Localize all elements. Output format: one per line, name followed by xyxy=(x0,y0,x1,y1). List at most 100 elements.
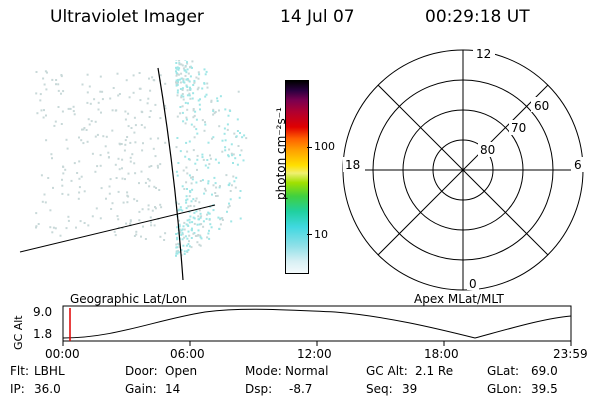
aurora-emission-dot xyxy=(199,236,202,239)
aurora-emission-dot xyxy=(178,62,181,65)
faint-emission-dot xyxy=(65,138,68,141)
faint-emission-dot xyxy=(102,135,105,138)
faint-emission-dot xyxy=(60,92,62,95)
aurora-emission-dot xyxy=(241,136,244,139)
aurora-emission-dot xyxy=(186,89,189,92)
aurora-emission-dot xyxy=(194,162,197,165)
aurora-emission-dot xyxy=(178,230,181,233)
aurora-emission-dot xyxy=(199,108,201,111)
aurora-emission-dot xyxy=(230,184,233,187)
aurora-emission-dot xyxy=(188,174,191,177)
faint-emission-dot xyxy=(64,168,67,171)
aurora-emission-dot xyxy=(195,181,198,184)
faint-emission-dot xyxy=(117,190,120,193)
aurora-emission-dot xyxy=(192,84,195,86)
aurora-emission-dot xyxy=(183,188,186,190)
aurora-emission-dot xyxy=(196,154,199,157)
aurora-emission-dot xyxy=(179,81,182,84)
faint-emission-dot xyxy=(127,112,130,115)
aurora-emission-dot xyxy=(196,168,198,171)
faint-emission-dot xyxy=(105,135,108,138)
footer-seq-value: 39 xyxy=(402,382,418,396)
faint-emission-dot xyxy=(39,93,42,96)
faint-emission-dot xyxy=(78,136,80,139)
aurora-emission-dot xyxy=(182,67,185,70)
aurora-emission-dot xyxy=(218,109,220,112)
faint-emission-dot xyxy=(131,153,134,156)
polar-label-lat-80: 80 xyxy=(480,143,495,157)
faint-emission-dot xyxy=(86,140,89,143)
aurora-emission-dot xyxy=(179,228,181,231)
aurora-emission-dot xyxy=(184,65,187,68)
faint-emission-dot xyxy=(88,123,91,126)
aurora-emission-dot xyxy=(176,81,179,83)
aurora-emission-dot xyxy=(187,79,190,82)
faint-emission-dot xyxy=(67,193,70,196)
faint-emission-dot xyxy=(111,109,114,112)
aurora-emission-dot xyxy=(214,158,217,161)
faint-emission-dot xyxy=(62,172,65,175)
aurora-emission-dot xyxy=(219,217,222,220)
aurora-emission-dot xyxy=(210,99,213,102)
aurora-emission-dot xyxy=(184,101,187,104)
faint-emission-dot xyxy=(62,90,65,93)
faint-emission-dot xyxy=(83,127,86,129)
aurora-emission-dot xyxy=(242,159,245,162)
faint-emission-dot xyxy=(100,187,103,190)
aurora-emission-dot xyxy=(193,222,196,225)
aurora-emission-dot xyxy=(178,223,181,226)
aurora-emission-dot xyxy=(183,236,186,239)
faint-emission-dot xyxy=(129,160,132,163)
aurora-emission-dot xyxy=(183,250,186,253)
aurora-emission-dot xyxy=(230,220,233,223)
aurora-emission-dot xyxy=(183,228,186,231)
faint-emission-dot xyxy=(115,109,118,112)
aurora-emission-dot xyxy=(177,232,179,235)
footer-glat-value: 69.0 xyxy=(531,364,558,378)
aurora-emission-dot xyxy=(186,62,189,65)
faint-emission-dot xyxy=(51,231,54,234)
aurora-emission-dot xyxy=(181,233,184,236)
faint-emission-dot xyxy=(100,111,102,114)
faint-emission-dot xyxy=(139,99,142,102)
faint-emission-dot xyxy=(78,177,81,180)
faint-emission-dot xyxy=(43,193,46,196)
aurora-emission-dot xyxy=(196,158,199,161)
aurora-emission-dot xyxy=(221,150,224,153)
aurora-emission-dot xyxy=(211,137,213,140)
faint-emission-dot xyxy=(147,208,150,211)
faint-emission-dot xyxy=(69,107,72,110)
aurora-emission-dot xyxy=(181,89,184,91)
faint-emission-dot xyxy=(134,141,137,144)
aurora-emission-dot xyxy=(233,132,236,135)
aurora-emission-dot xyxy=(229,190,232,192)
faint-emission-dot xyxy=(36,112,39,115)
faint-emission-dot xyxy=(78,160,81,163)
faint-emission-dot xyxy=(35,226,37,229)
faint-emission-dot xyxy=(39,99,42,102)
faint-emission-dot xyxy=(134,124,137,127)
faint-emission-dot xyxy=(35,212,38,215)
aurora-emission-dot xyxy=(179,112,182,115)
aurora-emission-dot xyxy=(176,226,179,229)
faint-emission-dot xyxy=(148,116,151,118)
aurora-emission-dot xyxy=(212,113,215,116)
faint-emission-dot xyxy=(45,88,48,91)
aurora-emission-dot xyxy=(185,199,188,202)
timeline-xtick-2359: 23:59 xyxy=(553,347,588,361)
faint-emission-dot xyxy=(53,124,56,127)
aurora-emission-dot xyxy=(200,237,203,240)
aurora-emission-dot xyxy=(191,60,194,63)
faint-emission-dot xyxy=(141,208,144,211)
faint-emission-dot xyxy=(75,226,77,229)
aurora-emission-dot xyxy=(192,116,195,119)
aurora-emission-dot xyxy=(187,225,190,227)
timeline-xtick-1200: 12:00 xyxy=(297,347,332,361)
polar-label-6: 6 xyxy=(574,158,582,172)
faint-emission-dot xyxy=(127,125,130,128)
aurora-emission-dot xyxy=(204,121,206,124)
aurora-emission-dot xyxy=(193,81,196,84)
aurora-emission-dot xyxy=(194,234,197,237)
aurora-emission-dot xyxy=(196,132,199,135)
aurora-emission-dot xyxy=(199,244,202,247)
